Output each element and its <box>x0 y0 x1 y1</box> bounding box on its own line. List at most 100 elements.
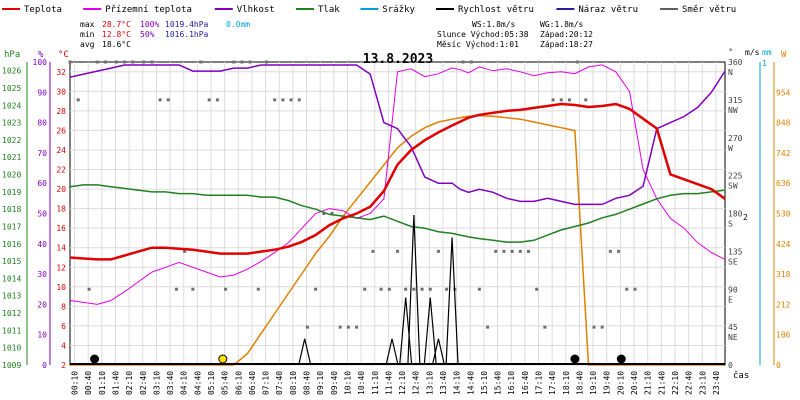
wind-direction-point <box>183 249 187 253</box>
x-tick-label: 15:10 <box>480 371 489 395</box>
legend-label: Náraz větru <box>578 5 638 15</box>
wind-direction-point <box>95 60 99 64</box>
series-line-teplota <box>69 102 726 261</box>
x-tick-label: 05:40 <box>221 371 230 395</box>
wind-gust-peak <box>385 338 399 366</box>
x-tick-label: 02:40 <box>139 371 148 395</box>
celsius-tick-label: 4 <box>61 341 66 350</box>
wind-direction-point <box>166 98 170 102</box>
hpa-tick-label: 1016 <box>2 240 21 249</box>
wind-direction-point <box>199 60 203 64</box>
wind-direction-point <box>404 287 408 291</box>
x-tick-label: 20:10 <box>616 371 625 395</box>
wind-direction-point <box>396 249 399 253</box>
wind-direction-point <box>174 287 178 291</box>
x-tick-label: 16:40 <box>521 371 530 395</box>
percent-tick-label: 70 <box>37 149 47 158</box>
percent-tick-label: 60 <box>37 179 47 188</box>
wind-direction-point <box>346 325 350 329</box>
wind-direction-point <box>215 98 219 102</box>
direction-deg-label: 135 <box>728 247 743 256</box>
wind-direction-point <box>297 98 301 102</box>
wind-direction-point <box>322 212 326 215</box>
wind-direction-point <box>625 287 629 291</box>
legend-label: Rychlost větru <box>458 5 534 15</box>
wind-direction-point <box>617 249 621 253</box>
hpa-tick-label: 1023 <box>2 119 21 128</box>
celsius-tick-label: 32 <box>56 68 66 77</box>
x-tick-label: 14:40 <box>466 371 475 395</box>
x-tick-label: 20:40 <box>630 371 639 395</box>
percent-tick-label: 40 <box>37 240 47 249</box>
chart-grid <box>69 61 726 366</box>
wm2-tick-label: 106 <box>776 331 791 340</box>
stats-block: max 28.7°C 100% 1019.4hPa 0.0mm min 12.8°C 50% 1… <box>80 20 250 49</box>
celsius-tick-label: 6 <box>61 322 66 331</box>
wind-direction-point <box>338 325 342 329</box>
chart-plot-area <box>68 60 726 366</box>
wind-direction-point <box>420 287 424 291</box>
wind-direction-point <box>535 287 539 291</box>
chart-axes: 00:10 00:40 01:10 01:40 02:10 02:40 03:10 03:40… <box>2 48 791 395</box>
celsius-tick-label: 26 <box>56 126 66 135</box>
stat-avg-label: avg <box>80 40 95 49</box>
x-tick-label: 04:10 <box>180 371 189 395</box>
wind-direction-point <box>305 325 309 329</box>
wind-direction-point <box>412 287 416 291</box>
wind-direction-point <box>543 325 547 329</box>
hpa-tick-label: 1015 <box>2 257 21 266</box>
wind-gust-peak <box>423 297 437 366</box>
info-wind-gust: WG:1.8m/s <box>540 20 584 29</box>
wind-direction-point <box>76 98 80 102</box>
wm2-unit: W <box>781 50 787 60</box>
wm2-tick-label: 318 <box>776 270 791 279</box>
legend-label: Směr větru <box>682 5 736 15</box>
direction-deg-label: 90 <box>728 285 738 294</box>
legend-label: Přízemní teplota <box>105 5 192 15</box>
wind-direction-point <box>330 212 334 215</box>
wind-direction-point <box>428 287 432 291</box>
x-tick-label: 07:40 <box>275 371 284 395</box>
wind-gust-peak <box>298 338 312 366</box>
x-tick-label: 22:10 <box>671 371 680 395</box>
direction-deg-label: 315 <box>728 96 743 105</box>
moonrise-marker <box>90 354 100 364</box>
wind-direction-point <box>248 60 252 64</box>
mm-unit: mm <box>762 48 772 57</box>
stat-max-press: 1019.4hPa <box>165 20 209 29</box>
wind-direction-point <box>379 287 383 291</box>
x-tick-label: 19:10 <box>589 371 598 395</box>
chart-legend: Teplota Přízemní teplota Vlhkost Tlak Srážky… <box>2 5 736 15</box>
x-tick-label: 15:40 <box>494 371 503 395</box>
percent-tick-label: 10 <box>37 331 47 340</box>
direction-deg-label: 270 <box>728 134 743 143</box>
wind-direction-point <box>289 98 293 102</box>
percent-tick-label: 80 <box>37 119 47 128</box>
x-tick-label: 17:10 <box>535 371 544 395</box>
ms-tick-label: 1 <box>762 59 767 68</box>
stat-min-temp: 12.8°C <box>102 30 131 39</box>
celsius-tick-label: 12 <box>56 263 66 272</box>
direction-deg-label: 180 <box>728 210 743 219</box>
wind-direction-point <box>510 249 514 253</box>
x-tick-label: 11:10 <box>371 371 380 395</box>
wind-direction-point <box>477 287 481 291</box>
direction-compass-label: N <box>728 68 733 77</box>
celsius-tick-label: 24 <box>56 146 66 155</box>
direction-deg-label: 360 <box>728 58 743 67</box>
x-tick-label: 03:40 <box>166 371 175 395</box>
wind-gust-peak <box>445 237 459 366</box>
wind-direction-point <box>273 98 277 102</box>
wind-direction-point <box>486 325 490 329</box>
x-tick-label: 21:10 <box>644 371 653 395</box>
stat-min-label: min <box>80 30 95 39</box>
wind-gust-peak <box>407 214 421 366</box>
direction-compass-label: E <box>728 295 733 304</box>
direction-compass-label: SE <box>728 257 738 266</box>
wind-gust-peak <box>431 338 446 366</box>
wind-direction-point <box>240 60 244 64</box>
wind-direction-point <box>150 60 154 64</box>
x-axis-unit: čas <box>733 370 749 381</box>
legend-label: Teplota <box>24 5 62 15</box>
wind-direction-point <box>191 287 195 291</box>
